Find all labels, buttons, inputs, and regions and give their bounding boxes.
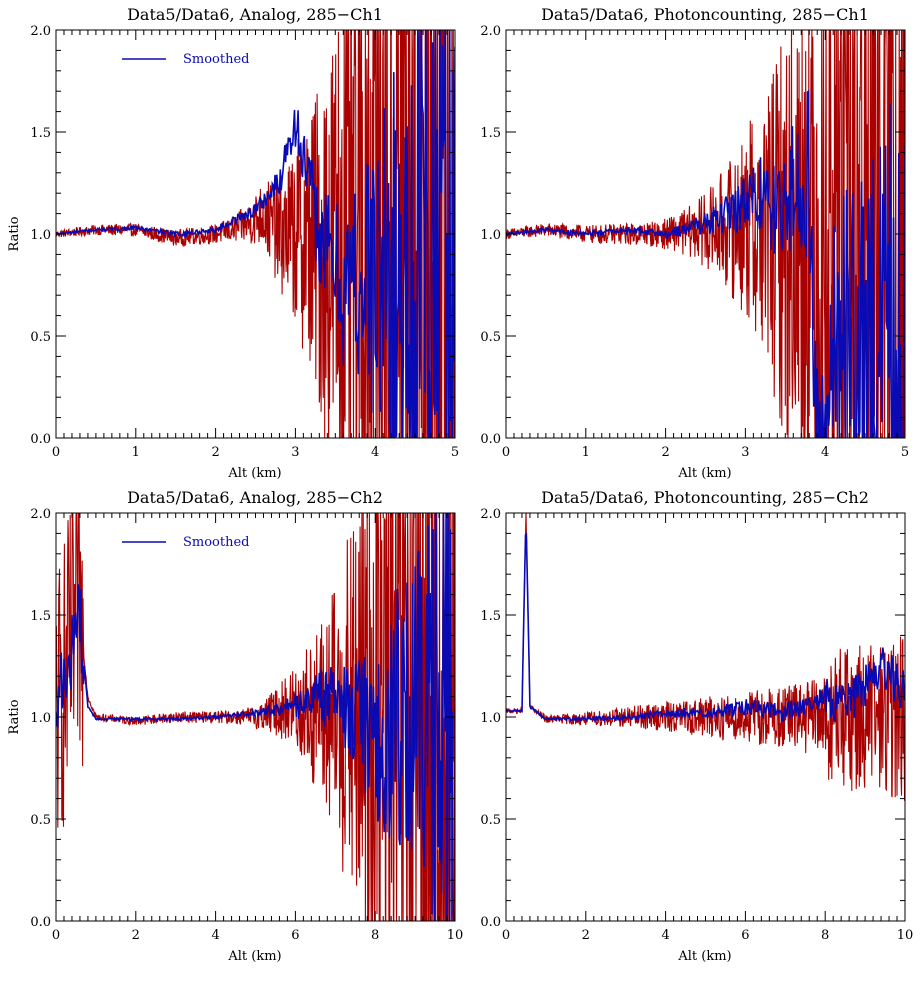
- x-axis-label: Alt (km): [677, 949, 731, 964]
- x-tick-label: 2: [132, 928, 140, 943]
- panel-analog-ch2: Data5/Data6, Analog, 285−Ch2 Alt (km) Ra…: [7, 488, 463, 964]
- x-tick-label: 0: [52, 928, 60, 943]
- smoothed-line: [56, 30, 455, 438]
- legend: Smoothed: [122, 52, 250, 67]
- panel-photoncounting-ch1: Data5/Data6, Photoncounting, 285−Ch1 Alt…: [480, 5, 909, 481]
- x-tick-label: 0: [502, 928, 510, 943]
- x-tick-label: 0: [52, 445, 60, 460]
- x-tick-label: 4: [661, 928, 669, 943]
- x-tick-label: 10: [897, 928, 914, 943]
- y-tick-label: 0.5: [480, 330, 501, 345]
- y-tick-label: 1.5: [30, 126, 51, 141]
- y-tick-label: 0.5: [30, 330, 51, 345]
- plot-area: 0 1 2 3 4 5 0.0 0.5 1.0 1.5 2.0 Smoothed: [30, 24, 459, 460]
- y-tick-label: 2.0: [30, 507, 51, 522]
- panel-title: Data5/Data6, Analog, 285−Ch2: [127, 488, 383, 507]
- y-tick-label: 0.0: [480, 915, 501, 930]
- smoothed-line: [506, 532, 905, 723]
- x-tick-label: 4: [371, 445, 379, 460]
- y-tick-label: 1.5: [30, 609, 51, 624]
- x-axis-label: Alt (km): [227, 466, 281, 481]
- x-tick-label: 6: [741, 928, 749, 943]
- y-tick-label: 1.0: [480, 711, 501, 726]
- y-tick-label: 0.0: [30, 915, 51, 930]
- x-tick-label: 3: [291, 445, 299, 460]
- x-tick-label: 4: [821, 445, 829, 460]
- x-tick-label: 6: [291, 928, 299, 943]
- y-axis-label: Ratio: [7, 699, 22, 734]
- panel-photoncounting-ch2: Data5/Data6, Photoncounting, 285−Ch2 Alt…: [480, 488, 913, 964]
- panel-title: Data5/Data6, Analog, 285−Ch1: [127, 5, 383, 24]
- y-tick-label: 2.0: [30, 24, 51, 39]
- x-tick-label: 10: [447, 928, 464, 943]
- y-tick-label: 0.0: [30, 432, 51, 447]
- legend-label: Smoothed: [183, 535, 250, 550]
- plot-area: 0 1 2 3 4 5 0.0 0.5 1.0 1.5 2.0: [480, 24, 909, 460]
- panel-analog-ch1: Data5/Data6, Analog, 285−Ch1 Alt (km) Ra…: [7, 5, 459, 481]
- x-tick-label: 8: [821, 928, 829, 943]
- panel-title: Data5/Data6, Photoncounting, 285−Ch2: [541, 488, 869, 507]
- y-tick-label: 0.5: [30, 813, 51, 828]
- x-tick-label: 2: [661, 445, 669, 460]
- y-tick-label: 1.0: [30, 228, 51, 243]
- x-tick-label: 2: [582, 928, 590, 943]
- smoothed-line: [56, 513, 455, 921]
- x-tick-label: 3: [741, 445, 749, 460]
- raw-ratio-line: [506, 513, 905, 801]
- panel-title: Data5/Data6, Photoncounting, 285−Ch1: [541, 5, 869, 24]
- x-tick-label: 1: [132, 445, 140, 460]
- x-axis-label: Alt (km): [227, 949, 281, 964]
- y-tick-label: 0.0: [480, 432, 501, 447]
- legend-label: Smoothed: [183, 52, 250, 67]
- y-tick-label: 1.5: [480, 609, 501, 624]
- plot-area: 0 2 4 6 8 10 0.0 0.5 1.0 1.5 2.0 Smoothed: [30, 507, 464, 943]
- legend: Smoothed: [122, 535, 250, 550]
- y-tick-label: 1.0: [480, 228, 501, 243]
- x-tick-label: 8: [371, 928, 379, 943]
- x-tick-label: 2: [211, 445, 219, 460]
- y-axis-label: Ratio: [7, 216, 22, 251]
- plot-area: 0 2 4 6 8 10 0.0 0.5 1.0 1.5 2.0: [480, 507, 913, 943]
- x-axis-label: Alt (km): [677, 466, 731, 481]
- smoothed-line: [506, 89, 905, 438]
- x-tick-label: 0: [502, 445, 510, 460]
- y-tick-label: 2.0: [480, 24, 501, 39]
- y-tick-label: 0.5: [480, 813, 501, 828]
- x-tick-label: 5: [451, 445, 459, 460]
- y-tick-label: 1.5: [480, 126, 501, 141]
- x-tick-label: 5: [901, 445, 909, 460]
- x-tick-label: 4: [211, 928, 219, 943]
- y-tick-label: 2.0: [480, 507, 501, 522]
- x-tick-label: 1: [582, 445, 590, 460]
- y-tick-label: 1.0: [30, 711, 51, 726]
